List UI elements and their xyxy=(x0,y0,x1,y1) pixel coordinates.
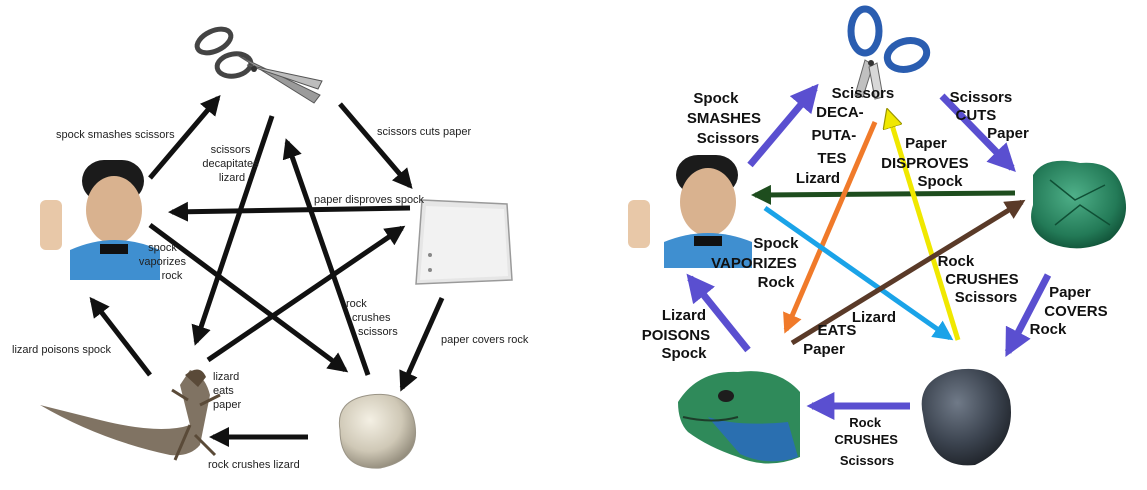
lizard-icon xyxy=(678,371,800,464)
arrow-spock-smashes-scissors xyxy=(148,94,221,180)
scissors-icon xyxy=(194,26,323,104)
arrow-spock-vaporizes-rock xyxy=(148,222,349,373)
arrow-paper-covers-rock xyxy=(1004,273,1052,357)
arrow-paper-disproves-spock xyxy=(751,184,1016,205)
arrow-lizard-eats-paper xyxy=(790,199,1026,346)
label-lizard-eats-paper: lizard eats paper xyxy=(213,371,242,411)
arrow-scissors-cuts-paper xyxy=(939,93,1016,173)
spock-icon xyxy=(40,160,160,280)
arrow-paper-covers-rock xyxy=(399,296,445,392)
label-paper-covers-rock: paper covers rock xyxy=(441,334,529,346)
right-arrows xyxy=(686,83,1052,420)
arrow-lizard-poisons-spock xyxy=(686,273,751,353)
left-labels: spock smashes scissors scissors decapita… xyxy=(12,126,529,471)
arrow-rock-crushes-scissors xyxy=(282,138,371,376)
label-scissors-cuts-paper: scissors cuts paper xyxy=(377,126,471,138)
label-spock-smashes-scissors: Spock SMASHES Scissors xyxy=(687,90,765,147)
label-spock-vaporizes-rock: Spock VAPORIZES Rock xyxy=(711,235,802,291)
spock-icon xyxy=(628,155,752,268)
label-lizard-poisons-spock: lizard poisons spock xyxy=(12,344,112,356)
lizard-icon xyxy=(40,369,221,461)
rock-icon xyxy=(921,368,1011,466)
arrow-scissors-cuts-paper xyxy=(338,102,413,190)
label-paper-covers-rock: Paper COVERS Rock xyxy=(1030,284,1112,338)
label-scissors-decapitates-lizard: scissors decapitates lizard xyxy=(202,144,261,184)
label-lizard-poisons-spock: Lizard POISONS Spock xyxy=(642,307,715,362)
arrow-lizard-poisons-spock xyxy=(89,296,152,377)
arrow-rock-crushes-scissors xyxy=(888,112,961,341)
right-labels: Spock SMASHES Scissors Scissors DECA- PU… xyxy=(642,85,1112,468)
arrow-paper-disproves-spock xyxy=(168,201,411,222)
label-rock-crushes-scissors: rock crushes scissors xyxy=(346,298,398,338)
arrow-scissors-decapitates-lizard xyxy=(191,115,275,346)
label-spock-smashes-scissors: spock smashes scissors xyxy=(56,129,175,141)
label-paper-disproves-spock: paper disproves spock xyxy=(314,194,425,206)
arrow-scissors-decapitates-lizard xyxy=(783,121,878,334)
arrow-lizard-eats-paper xyxy=(206,225,406,363)
right-diagram: Spock SMASHES Scissors Scissors DECA- PU… xyxy=(628,5,1127,468)
label-rock-crushes-lizard: rock crushes lizard xyxy=(208,459,300,471)
left-diagram: spock smashes scissors scissors decapita… xyxy=(12,26,529,471)
label-spock-vaporizes-rock: spock vaporizes rock xyxy=(139,242,189,282)
paper-icon xyxy=(1031,160,1127,249)
label-rock-crushes-scissors: Rock CRUSHES Scissors xyxy=(938,253,1023,306)
rock-icon xyxy=(338,393,417,469)
left-arrows xyxy=(89,94,445,447)
label-scissors-decapitates-lizard: Scissors DECA- PUTA- TES Lizard xyxy=(796,85,898,187)
arrow-spock-smashes-scissors xyxy=(747,83,819,168)
label-lizard-eats-paper: Lizard EATS Paper xyxy=(803,309,900,358)
label-rock-crushes-lizard: Rock CRUSHES Scissors xyxy=(834,415,901,468)
label-paper-disproves-spock: Paper DISPROVES Spock xyxy=(881,135,973,190)
label-scissors-cuts-paper: Scissors CUTS Paper xyxy=(950,89,1029,142)
scissors-icon xyxy=(847,5,931,100)
arrow-spock-vaporizes-rock xyxy=(763,205,954,341)
paper-icon xyxy=(415,199,513,285)
